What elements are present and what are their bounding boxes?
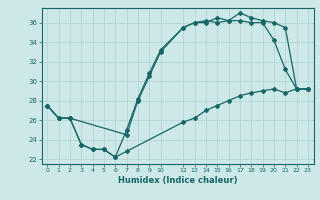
X-axis label: Humidex (Indice chaleur): Humidex (Indice chaleur) [118, 176, 237, 185]
